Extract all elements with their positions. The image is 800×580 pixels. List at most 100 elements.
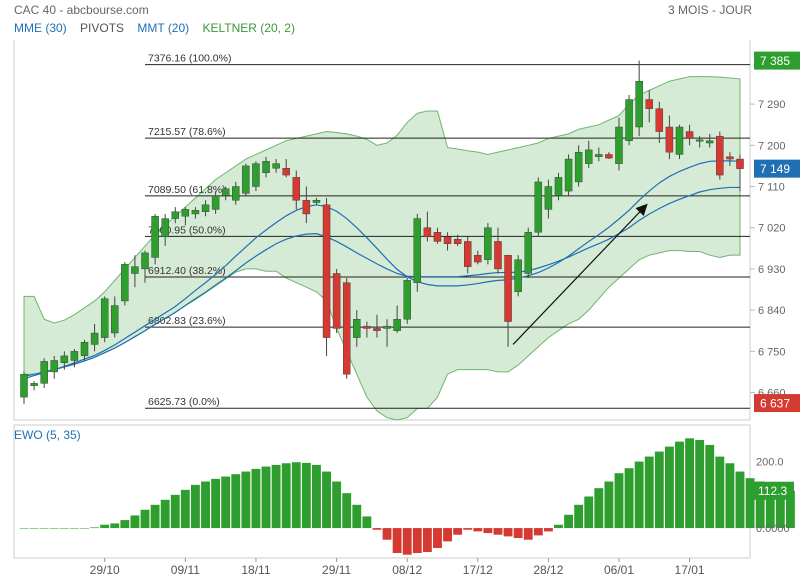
candle-body xyxy=(40,361,48,384)
ewo-bar xyxy=(675,441,684,529)
fibonacci-label: 7089.50 (61.8%) xyxy=(148,184,226,196)
ewo-bar xyxy=(211,478,221,529)
ewo-bar xyxy=(90,527,100,529)
candle-body xyxy=(141,252,149,270)
x-tick-label: 17/12 xyxy=(463,563,493,577)
ewo-bar xyxy=(715,456,725,529)
legend-mmt[interactable]: MMT (20) xyxy=(137,21,190,35)
ewo-bar xyxy=(170,494,180,529)
ewo-bar xyxy=(483,528,493,534)
candle-body xyxy=(201,204,210,212)
candle-body xyxy=(413,218,422,283)
x-tick-label: 06/01 xyxy=(604,563,634,577)
candle-body xyxy=(80,341,89,357)
ewo-bar xyxy=(332,481,342,529)
candle-body xyxy=(685,131,694,139)
ewo-bar xyxy=(614,473,624,529)
ewo-bar xyxy=(201,481,210,529)
ewo-bar xyxy=(69,528,79,529)
fibonacci-label: 7000.95 (50.0%) xyxy=(148,224,226,236)
x-tick-label: 28/12 xyxy=(533,563,563,577)
ewo-bar xyxy=(39,528,49,529)
ewo-bar xyxy=(695,439,705,529)
ewo-bar xyxy=(312,464,321,529)
candle-body xyxy=(585,149,593,164)
ewo-bar xyxy=(725,463,735,529)
ewo-bar xyxy=(594,488,604,529)
fibonacci-label: 7215.57 (78.6%) xyxy=(148,126,226,138)
legend-keltner[interactable]: KELTNER (20, 2) xyxy=(202,21,295,35)
candle-body xyxy=(655,108,664,132)
price-badge-label: 7 149 xyxy=(760,162,790,176)
ewo-bar xyxy=(392,528,402,554)
candle-body xyxy=(423,227,432,238)
ewo-bar xyxy=(362,516,372,529)
y-tick-label: 6 840 xyxy=(758,305,786,317)
candle-body xyxy=(342,282,351,375)
candle-body xyxy=(373,328,381,331)
ewo-bar xyxy=(130,515,140,529)
ewo-bar xyxy=(412,528,422,554)
candle-body xyxy=(302,200,311,215)
candle-body xyxy=(171,211,179,219)
ewo-bar xyxy=(100,524,110,529)
candle-body xyxy=(111,305,119,334)
candle-body xyxy=(453,238,462,244)
ewo-bar xyxy=(554,524,563,529)
price-badge-label: 6 637 xyxy=(760,397,790,411)
y-tick-label: 6 930 xyxy=(758,264,786,276)
candle-body xyxy=(322,204,331,338)
ewo-bar xyxy=(221,476,231,529)
candle-body xyxy=(131,266,139,274)
candle-body xyxy=(615,126,623,164)
chart-title: CAC 40 - abcbourse.com xyxy=(14,3,149,17)
candle-body xyxy=(484,227,492,260)
candle-body xyxy=(463,241,472,267)
price-badge-label: 7 385 xyxy=(760,54,790,68)
ewo-bar xyxy=(271,464,281,529)
x-tick-label: 18/11 xyxy=(241,563,270,577)
candle-body xyxy=(353,319,361,338)
ewo-badge xyxy=(754,481,794,500)
ewo-bar xyxy=(664,446,674,529)
candle-body xyxy=(191,210,200,215)
candle-body xyxy=(534,181,543,233)
ewo-bar xyxy=(19,528,29,529)
ewo-bar xyxy=(453,528,463,535)
candle-body xyxy=(544,186,553,210)
candle-body xyxy=(695,139,704,142)
candle-body xyxy=(494,241,502,270)
ewo-bar xyxy=(241,471,251,529)
ewo-bar xyxy=(180,489,190,529)
fibonacci-label: 6625.73 (0.0%) xyxy=(148,396,220,408)
legend-mme[interactable]: MME (30) xyxy=(14,21,67,35)
x-tick-label: 17/01 xyxy=(675,563,705,577)
ewo-tick-label: 200.0 xyxy=(756,457,784,469)
x-tick-label: 09/11 xyxy=(171,563,200,577)
candle-body xyxy=(574,151,583,183)
candle-body xyxy=(716,135,724,176)
ewo-tick-label: 0.0000 xyxy=(756,523,790,535)
candle-body xyxy=(272,163,280,169)
ewo-bar xyxy=(765,484,775,529)
period-label[interactable]: 3 MOIS - JOUR xyxy=(667,3,752,17)
legend-pivots[interactable]: PIVOTS xyxy=(80,21,125,35)
candle-body xyxy=(474,254,482,263)
candle-body xyxy=(726,156,734,160)
candle-body xyxy=(625,99,633,141)
ewo-bar xyxy=(433,528,442,549)
candle-body xyxy=(443,236,452,244)
candle-body xyxy=(151,216,159,258)
ewo-bar xyxy=(110,523,120,529)
ewo-bar xyxy=(564,514,574,529)
ewo-bar xyxy=(775,488,785,529)
ewo-bar xyxy=(49,528,59,529)
candle-body xyxy=(665,126,674,153)
ewo-bar xyxy=(523,528,533,540)
ewo-bar xyxy=(140,509,150,529)
candle-body xyxy=(232,186,240,201)
ewo-bar xyxy=(785,490,795,529)
ewo-bar xyxy=(755,481,765,529)
candle-body xyxy=(393,319,401,331)
